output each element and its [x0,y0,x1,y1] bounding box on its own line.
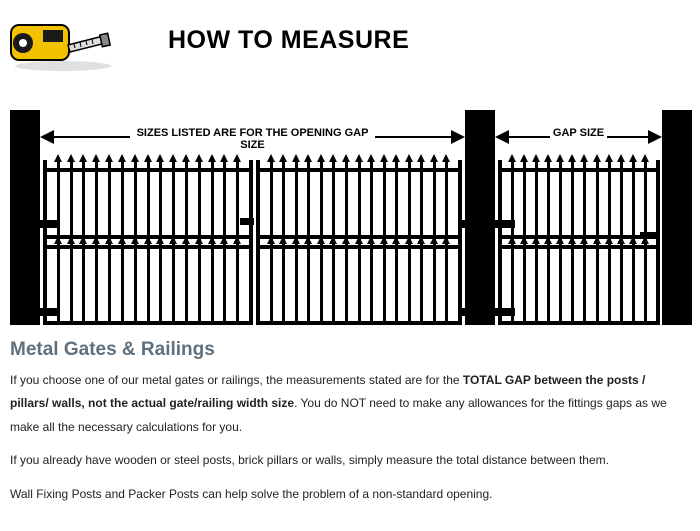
body-paragraph-2: If you already have wooden or steel post… [10,449,682,472]
header: HOW TO MEASURE [0,0,700,70]
measurement-diagram: SIZES LISTED ARE FOR THE OPENING GAP SIZ… [10,110,690,325]
post-left [10,110,40,325]
hinge-icon [40,308,60,316]
dimension-label-side: GAP SIZE [550,127,607,139]
body-paragraph-1: If you choose one of our metal gates or … [10,369,682,439]
gate-panel-left [43,160,253,325]
tape-measure-icon [8,10,118,70]
dimension-label-main: SIZES LISTED ARE FOR THE OPENING GAP SIZ… [130,127,375,151]
hinge-icon [495,220,515,228]
page-title: HOW TO MEASURE [168,26,409,55]
post-right [662,110,692,325]
section-title: Metal Gates & Railings [10,339,700,361]
hinge-icon [40,220,60,228]
hinge-icon [459,220,479,228]
body-paragraph-3: Wall Fixing Posts and Packer Posts can h… [10,483,682,506]
text: If you choose one of our metal gates or … [10,373,463,387]
hinge-icon [495,308,515,316]
gate-panel-right [256,160,462,325]
arrow-head-icon [451,130,465,144]
latch-icon [240,218,254,225]
hinge-icon [459,308,479,316]
gate-panel-single [498,160,660,325]
arrow-head-icon [648,130,662,144]
latch-icon [640,232,658,239]
post-middle [465,110,495,325]
